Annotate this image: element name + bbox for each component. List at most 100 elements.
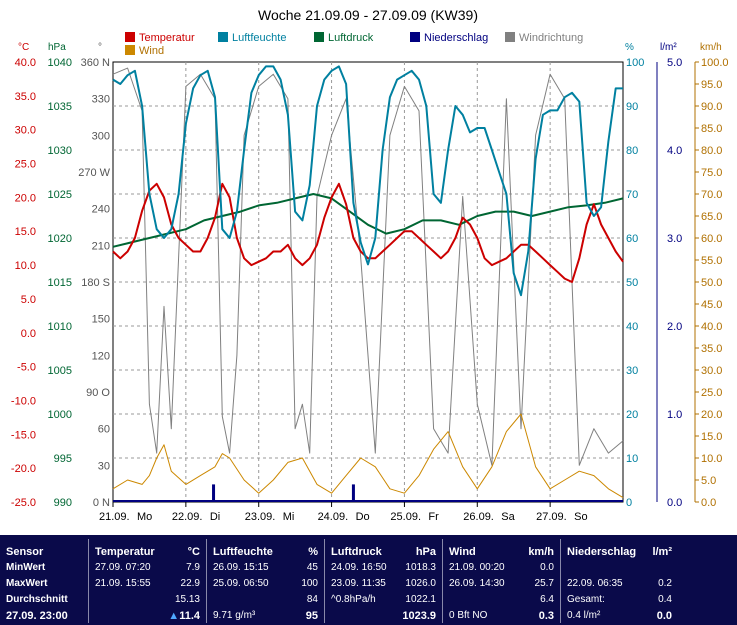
humidity-tick: 60: [626, 233, 638, 245]
series-temperatur-line: [112, 182, 624, 283]
x-tick-date: 25.09.: [390, 511, 421, 523]
temperature-section: Temperatur °C 27.09. 07:20 7.9 21.09. 15:5…: [89, 539, 206, 623]
temperature-tick: -25.0: [11, 497, 36, 509]
pressure-max-time: 23.09. 11:35: [331, 578, 386, 589]
humidity-average: 84: [306, 594, 318, 605]
wind-tick: 65.0: [701, 211, 722, 223]
wind-unit: km/h: [700, 42, 722, 53]
humidity-unit-label: %: [308, 546, 318, 558]
temperature-tick: 0.0: [21, 328, 36, 340]
pressure-tick: 990: [54, 497, 72, 509]
precipitation-total-label: Gesamt:: [567, 594, 605, 605]
humidity-absolute: 9.71 g/m³: [213, 610, 256, 621]
weather-chart: Woche 21.09.09 - 27.09.09 (KW39) Tempera…: [11, 7, 729, 523]
humidity-tick: 10: [626, 453, 638, 465]
pressure-tick: 1020: [48, 233, 72, 245]
precipitation-bar: [351, 484, 355, 502]
wind-tick: 55.0: [701, 255, 722, 267]
temperature-tick: 35.0: [15, 91, 36, 103]
wind-direction-tick: 240: [92, 204, 110, 216]
pressure-unit-label: hPa: [415, 546, 436, 558]
humidity-tick: 70: [626, 189, 638, 201]
wind-tick: 0.0: [701, 497, 716, 509]
wind-direction-tick: 60: [98, 424, 110, 436]
wind-tick: 10.0: [701, 453, 722, 465]
humidity-min-value: 45: [306, 562, 318, 573]
pressure-tick: 1030: [48, 145, 72, 157]
pressure-section: Luftdruck hPa 24.09. 16:50 1018.3 23.09. 1…: [325, 539, 442, 623]
precipitation-tick: 5.0: [667, 57, 682, 69]
pressure-tick: 1025: [48, 189, 72, 201]
temperature-tick: 10.0: [15, 260, 36, 272]
wind-tick: 20.0: [701, 409, 722, 421]
wind-direction-tick: 300: [92, 130, 110, 142]
series-wind-line: [112, 413, 624, 499]
axis-units: °C hPa ° % l/m² km/h: [18, 42, 722, 53]
pressure-tick: 1040: [48, 57, 72, 69]
x-tick-weekday: Fr: [428, 511, 439, 523]
pressure-current: 1023.9: [402, 610, 436, 622]
temperature-tick: 15.0: [15, 226, 36, 238]
wind-direction-tick: 90 O: [86, 387, 110, 399]
wind-direction-tick: 150: [92, 314, 110, 326]
wind-min-time: 21.09. 00:20: [449, 562, 505, 573]
legend: Temperatur Luftfeuchte Luftdruck Nieders…: [125, 32, 583, 57]
x-tick-date: 21.09.: [99, 511, 130, 523]
humidity-tick: 0: [626, 497, 632, 509]
legend-precipitation: Niederschlag: [424, 32, 488, 44]
pressure-title: Luftdruck: [331, 546, 382, 558]
wind-tick: 25.0: [701, 387, 722, 399]
x-tick-weekday: Mo: [137, 511, 152, 523]
wind-tick: 15.0: [701, 431, 722, 443]
wind-current-direction: 0 Bft NO: [449, 610, 488, 621]
wind-tick: 85.0: [701, 123, 722, 135]
wind-direction-tick: 30: [98, 460, 110, 472]
series-luftfeuchte-line: [112, 65, 623, 297]
pressure-tick: 1035: [48, 101, 72, 113]
legend-pressure: Luftdruck: [328, 32, 374, 44]
wind-direction-tick: 0 N: [93, 497, 110, 509]
wind-direction-tick: 360 N: [81, 57, 110, 69]
temperature-unit-label: °C: [187, 546, 200, 558]
precipitation-tick: 0.0: [667, 497, 682, 509]
pressure-tick: 1000: [48, 409, 72, 421]
pressure-trend: ^0.8hPa/h: [331, 594, 376, 605]
x-axis: 21.09. Mo 22.09. Di 23.09. Mi 24.09. Do 25.09. Fr…: [99, 502, 588, 523]
sensor-section: Sensor MinWert MaxWert Durchschnitt 27.0…: [0, 539, 88, 623]
precipitation-total: 0.4: [658, 594, 672, 605]
humidity-max-time: 25.09. 06:50: [213, 578, 269, 589]
wind-tick: 80.0: [701, 145, 722, 157]
temperature-current: ▲11.4: [168, 609, 200, 623]
humidity-tick: 100: [626, 57, 644, 69]
precipitation-tick: 3.0: [667, 233, 682, 245]
wind-tick: 45.0: [701, 299, 722, 311]
pressure-unit: hPa: [48, 42, 66, 53]
wind-tick: 95.0: [701, 79, 722, 91]
precipitation-tick: 1.0: [667, 409, 682, 421]
right-axes: 0 10 20 30 40 50 60 70 80 90 100 0.0 1.0 2.0 3.0 4.0 5.0…: [626, 57, 729, 509]
wind-tick: 100.0: [701, 57, 729, 69]
temperature-title: Temperatur: [95, 546, 155, 558]
avg-label: Durchschnitt: [6, 594, 68, 605]
wind-section: Wind km/h 21.09. 00:20 0.0 26.09. 14:30 25.…: [443, 539, 560, 623]
legend-temperature-swatch: [125, 32, 135, 42]
precipitation-rate: 0.4 l/m²: [567, 610, 601, 621]
legend-wind-swatch: [125, 45, 135, 55]
precipitation-tick: 4.0: [667, 145, 682, 157]
separator: [324, 539, 325, 623]
trend-down-icon: ▲: [168, 610, 180, 622]
legend-humidity-swatch: [218, 32, 228, 42]
stats-panel: Sensor MinWert MaxWert Durchschnitt 27.0…: [0, 535, 737, 625]
humidity-unit: %: [625, 42, 634, 53]
separator: [206, 539, 207, 623]
wind-tick: 60.0: [701, 233, 722, 245]
wind-average: 6.4: [540, 594, 554, 605]
legend-wind: Wind: [139, 45, 164, 57]
precipitation-unit: l/m²: [660, 42, 677, 53]
legend-pressure-swatch: [314, 32, 324, 42]
precipitation-unit-label: l/m²: [652, 546, 672, 558]
x-tick-date: 24.09.: [318, 511, 349, 523]
humidity-section: Luftfeuchte% 26.09. 15:15 45 25.09. 06:50…: [207, 539, 324, 623]
x-tick-date: 23.09.: [245, 511, 276, 523]
humidity-tick: 90: [626, 101, 638, 113]
